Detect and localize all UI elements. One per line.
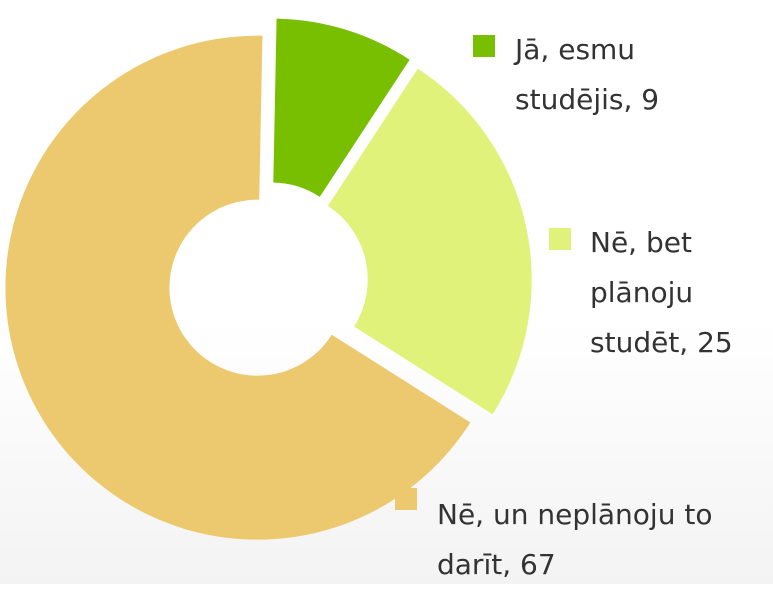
value-label: 67 [520, 548, 556, 581]
donut-slice [273, 18, 410, 197]
category-name: Nē, bet plānoju studēt [590, 226, 694, 359]
slice-label: Jā, esmu studējis, 9 [515, 33, 660, 116]
donut-slice [5, 35, 471, 540]
slice-label: Nē, un neplānoju to darīt, 67 [437, 498, 713, 581]
legend-swatch [549, 228, 571, 250]
slice-label: Nē, bet plānoju studēt, 25 [590, 226, 733, 359]
donut-slice [327, 68, 532, 415]
category-name: Jā, esmu studējis [515, 33, 636, 116]
value-label: 9 [641, 83, 660, 116]
legend-swatch [473, 35, 495, 57]
category-name: Nē, un neplānoju to darīt [437, 498, 713, 581]
value-label: 25 [697, 326, 733, 359]
legend-swatch [395, 488, 417, 510]
